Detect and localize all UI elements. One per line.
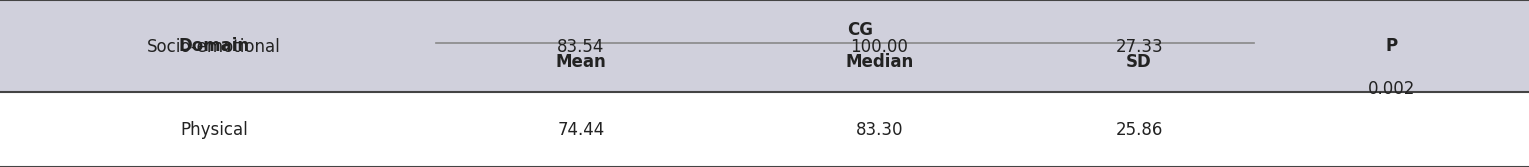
Text: P: P: [1385, 37, 1398, 55]
Text: 25.86: 25.86: [1116, 121, 1162, 139]
Text: 0.002: 0.002: [1368, 79, 1414, 98]
Text: 27.33: 27.33: [1115, 38, 1164, 56]
Text: 74.44: 74.44: [558, 121, 604, 139]
Text: 100.00: 100.00: [850, 38, 908, 56]
Bar: [0, 92, 1529, 167]
Text: 83.30: 83.30: [855, 121, 904, 139]
Text: 83.54: 83.54: [558, 38, 604, 56]
Text: Median: Median: [846, 53, 913, 71]
Text: Socio-emotional: Socio-emotional: [147, 38, 281, 56]
Text: Physical: Physical: [180, 121, 248, 139]
Text: SD: SD: [1127, 53, 1151, 71]
Text: Mean: Mean: [555, 53, 607, 71]
Bar: [0, 0, 1529, 92]
Text: Domain: Domain: [179, 37, 249, 55]
Text: CG: CG: [847, 21, 873, 39]
